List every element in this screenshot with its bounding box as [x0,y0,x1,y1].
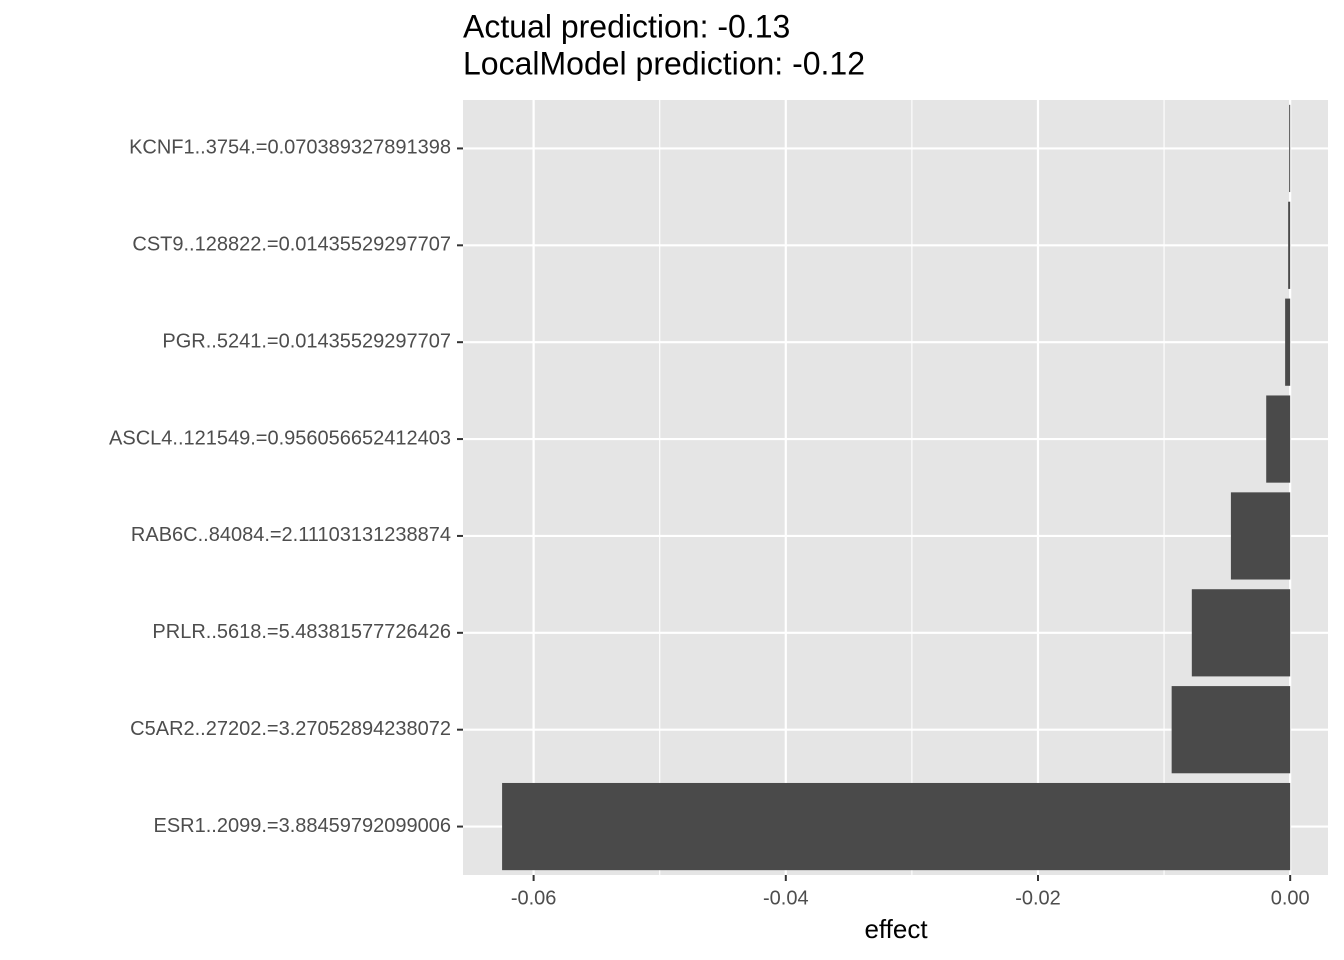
bar [1288,201,1291,289]
x-axis-label: effect [864,914,928,944]
bar [1230,492,1291,580]
bar [1285,298,1291,386]
bar [1289,104,1291,193]
bar [1266,395,1291,483]
y-tick-label: C5AR2..27202.=3.27052894238072 [130,718,451,740]
x-tick-label: -0.02 [1015,887,1061,909]
y-tick-label: RAB6C..84084.=2.11103131238874 [131,524,451,546]
bar [502,782,1291,871]
x-tick-label: 0.00 [1271,887,1310,909]
y-tick-label: PRLR..5618.=5.48381577726426 [152,621,451,643]
y-tick-label: KCNF1..3754.=0.070389327891398 [129,137,451,159]
y-tick-label: ASCL4..121549.=0.956056652412403 [109,427,451,449]
bar [1171,686,1291,774]
x-tick-label: -0.04 [763,887,809,909]
chart-title: Actual prediction: -0.13 [463,8,790,44]
x-tick-label: -0.06 [511,887,557,909]
bar [1191,589,1291,677]
chart-subtitle: LocalModel prediction: -0.12 [463,45,865,81]
y-tick-label: CST9..128822.=0.01435529297707 [132,234,451,256]
y-tick-label: PGR..5241.=0.01435529297707 [162,330,451,352]
y-tick-label: ESR1..2099.=3.88459792099006 [154,815,452,837]
